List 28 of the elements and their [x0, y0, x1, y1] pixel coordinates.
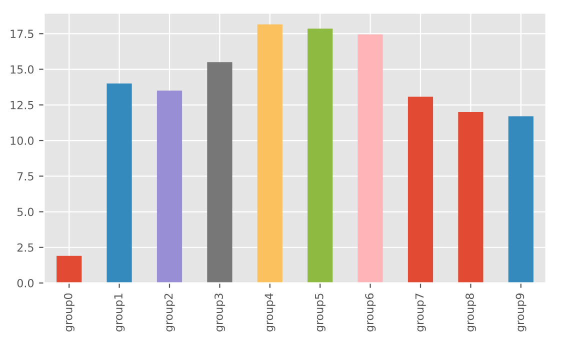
bar — [458, 112, 484, 283]
y-tick-label: 2.5 — [17, 243, 34, 252]
bar — [156, 90, 182, 283]
bar — [207, 62, 232, 283]
bar — [56, 256, 82, 283]
x-tick-label: group9 — [516, 294, 526, 332]
bar — [508, 116, 534, 283]
x-tick-label: group8 — [466, 293, 476, 332]
x-tick-label: group1 — [114, 294, 125, 332]
y-tick-label: 12.5 — [10, 100, 34, 110]
y-tick-label: 15.0 — [10, 65, 34, 74]
bar — [308, 28, 333, 283]
bar — [408, 96, 434, 283]
x-tick-label: group2 — [164, 294, 175, 332]
x-tick-label: group7 — [415, 294, 426, 332]
y-tick-label: 0.0 — [17, 278, 34, 288]
y-tick-label: 5.0 — [17, 208, 34, 216]
y-tick-label: 17.5 — [10, 30, 34, 38]
bar — [257, 24, 282, 283]
x-tick-label: group0 — [64, 293, 74, 332]
x-tick-label: group6 — [365, 293, 376, 332]
y-tick-label: 7.5 — [18, 172, 34, 181]
x-tick-label: group5 — [315, 294, 326, 332]
bar — [106, 84, 132, 283]
x-tick-label: group3 — [214, 294, 226, 332]
x-tick-label: group4 — [264, 293, 276, 332]
y-tick-label: 10.0 — [10, 136, 34, 145]
bar — [358, 34, 383, 283]
